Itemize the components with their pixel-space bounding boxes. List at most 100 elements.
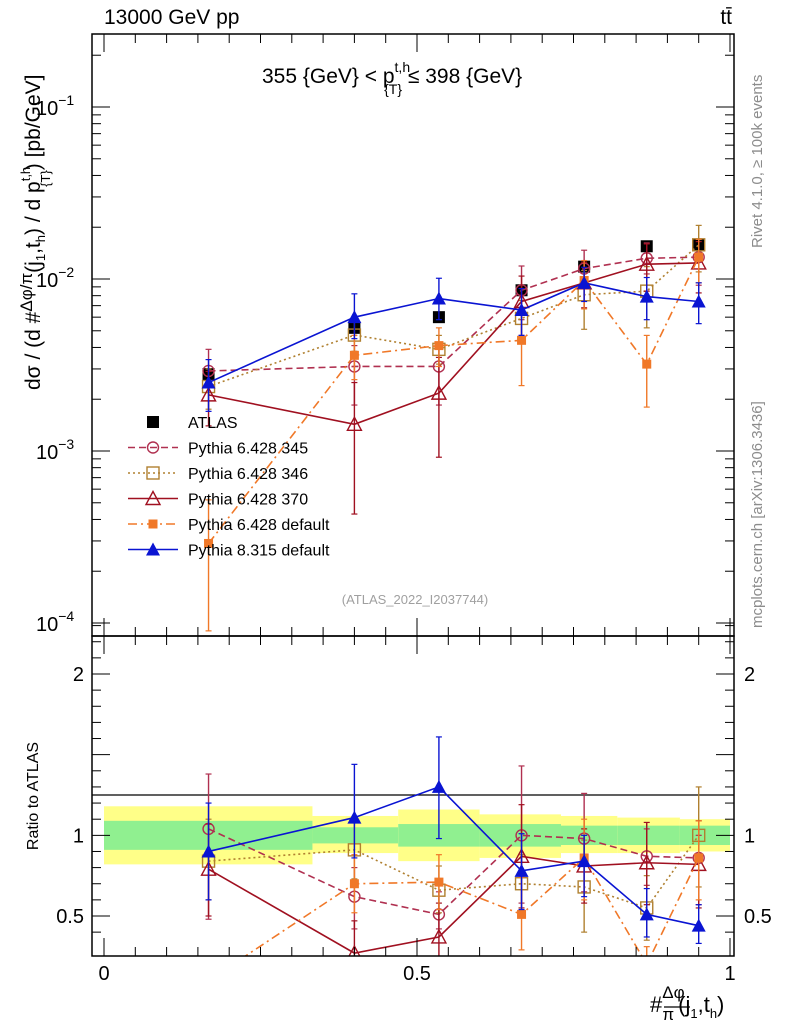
point-pythia-6-428-default-6 <box>694 252 704 262</box>
legend: ATLAS Pythia 6.428 345 Pythia 6.428 346 Pyt… <box>128 415 330 560</box>
series-pythia-6-428-346 <box>201 224 706 410</box>
ratio-line-pythia-6-428-370 <box>208 855 699 954</box>
xlabel-frac-den: π <box>662 1005 674 1024</box>
ratio-point-pythia-6-428-default-0 <box>204 976 213 985</box>
ratio-frame <box>91 635 735 957</box>
line-pythia-6-428-345 <box>208 256 699 372</box>
point-pythia-6-428-370-2 <box>430 384 448 400</box>
series-pythia-6-428-345 <box>202 238 705 406</box>
series-pythia-8-315-default <box>201 266 706 412</box>
ratio-ytick-label-left: 2 <box>73 664 84 686</box>
green-band-bin-1 <box>312 827 399 844</box>
point-pythia-6-428-default-3 <box>517 335 527 345</box>
xlabel-sub-1: 1 <box>690 1006 697 1021</box>
xlabel-paren: (j <box>678 992 690 1017</box>
point-pythia-6-428-default-5 <box>642 359 652 369</box>
ylabel-sub-t: {T} <box>38 170 53 187</box>
ratio-point-pythia-8-315-default-1 <box>347 810 362 824</box>
ratio-point-pythia-6-428-default-3 <box>517 909 527 919</box>
legend-marker-pythia-6-428-default <box>148 519 158 529</box>
analysis-reference: (ATLAS_2022_I2037744) <box>342 592 488 607</box>
cut-label: 355 {GeV} < pt,h {T} ≤ 398 {GeV} <box>262 59 522 97</box>
legend-label-pythia-6-428-345: Pythia 6.428 345 <box>188 441 308 458</box>
ylabel-sub-1: 1 <box>33 254 48 261</box>
ratio-point-pythia-6-428-default-5 <box>642 960 651 969</box>
ratio-point-pythia-8-315-default-2 <box>431 779 446 793</box>
ratio-reference-bands <box>104 806 730 865</box>
ratio-xtick-label: 1 <box>724 963 735 985</box>
point-pythia-8-315-default-3 <box>514 303 529 317</box>
series-atlas <box>202 238 705 381</box>
legend-entry-pythia-8-315-default: Pythia 8.315 default <box>128 542 330 560</box>
ratio-ytick-label-right: 2 <box>744 664 755 686</box>
ratio-point-pythia-6-428-default-2 <box>434 877 444 887</box>
x-axis-title: #Δφ π (j1,th) <box>650 983 724 1024</box>
cut-label-sup: t,h <box>395 59 411 75</box>
xlabel-t: ,t <box>698 992 710 1017</box>
xlabel-sub-h: h <box>710 1006 717 1021</box>
point-pythia-6-428-370-5 <box>638 255 655 271</box>
point-pythia-8-315-default-0 <box>201 375 216 389</box>
line-pythia-6-428-346 <box>208 244 700 388</box>
ylabel-part-e: ) [pb/GeV] <box>22 74 45 170</box>
ratio-ytick-label-left: 1 <box>73 825 84 847</box>
legend-label-atlas: ATLAS <box>188 415 238 432</box>
point-pythia-8-315-default-1 <box>347 310 362 324</box>
main-series-layer <box>200 224 707 632</box>
legend-label-pythia-6-428-default: Pythia 6.428 default <box>188 517 330 534</box>
header-right-title: tt̄ <box>720 6 732 29</box>
main-ytick-label: 10−2 <box>36 264 74 292</box>
legend-entry-atlas: ATLAS <box>147 415 238 432</box>
xlabel-hash: # <box>650 992 663 1017</box>
ratio-point-pythia-8-315-default-0 <box>201 844 216 858</box>
legend-entry-pythia-6-428-default: Pythia 6.428 default <box>128 517 330 534</box>
point-pythia-6-428-370-1 <box>346 415 363 431</box>
ratio-point-pythia-6-428-default-1 <box>349 879 359 889</box>
ylabel-part-d: ) / d p <box>22 181 45 235</box>
axes-layer: 10−4 10−3 10−2 10−1 0 0.5 1 0.5 0.5 1 1 2 2 <box>36 34 772 985</box>
point-pythia-8-315-default-2 <box>431 291 446 305</box>
ratio-xtick-label: 0 <box>98 963 109 985</box>
mcplots-note: mcplots.cern.ch [arXiv:1306.3436] <box>749 401 766 628</box>
legend-marker-pythia-6-428-345 <box>146 441 160 454</box>
ratio-point-pythia-6-428-370-1 <box>348 944 361 956</box>
series-pythia-6-428-default <box>204 238 704 632</box>
ylabel-part-c: ,t <box>22 242 45 254</box>
point-pythia-6-428-default-1 <box>349 350 359 360</box>
legend-marker-atlas <box>147 416 159 428</box>
xlabel-close: ) <box>717 992 724 1017</box>
legend-marker-pythia-6-428-370 <box>144 490 162 506</box>
ratio-ytick-label-right: 1 <box>744 825 755 847</box>
ratio-point-pythia-8-315-default-6 <box>691 918 706 932</box>
ratio-point-pythia-8-315-default-4 <box>577 854 592 868</box>
ylabel-sub-h: h <box>33 235 48 242</box>
legend-entry-pythia-6-428-345: Pythia 6.428 345 <box>128 441 308 458</box>
cut-label-tail: ≤ 398 {GeV} <box>402 65 522 88</box>
ylabel-frac: Δφ/π <box>17 273 36 312</box>
ratio-point-pythia-6-428-default-6 <box>694 853 704 863</box>
ratio-y-axis-title: Ratio to ATLAS <box>25 742 42 850</box>
green-band-bin-3 <box>479 824 561 847</box>
legend-label-pythia-6-428-370: Pythia 6.428 370 <box>188 492 308 509</box>
ylabel-part-b: (j <box>22 261 45 273</box>
legend-marker-pythia-8-315-default <box>146 542 160 556</box>
line-pythia-8-315-default <box>208 281 699 384</box>
point-pythia-8-315-default-5 <box>639 289 654 303</box>
point-pythia-6-428-default-0 <box>204 538 214 548</box>
legend-label-pythia-8-315-default: Pythia 8.315 default <box>188 543 330 560</box>
point-pythia-8-315-default-6 <box>691 294 706 308</box>
ratio-ytick-label-left: 0.5 <box>56 906 84 928</box>
ratio-point-pythia-8-315-default-3 <box>514 863 529 877</box>
xlabel-frac-num: Δφ <box>662 983 684 1002</box>
point-pythia-6-428-default-2 <box>434 341 444 351</box>
ylabel-part-a: dσ / (d # <box>22 311 45 390</box>
legend-entry-pythia-6-428-370: Pythia 6.428 370 <box>128 490 308 509</box>
cut-label-sub: {T} <box>384 81 402 97</box>
ratio-point-pythia-8-315-default-5 <box>639 907 654 921</box>
ratio-line-pythia-6-428-default <box>244 856 700 956</box>
ratio-point-pythia-6-428-370-5 <box>638 854 655 870</box>
main-ytick-label: 10−4 <box>36 608 74 636</box>
main-y-axis-title: dσ / (d #Δφ/π(j1,th) / d pt,h {T}) [pb/Ge… <box>17 74 53 390</box>
main-ytick-label: 10−1 <box>36 92 74 120</box>
